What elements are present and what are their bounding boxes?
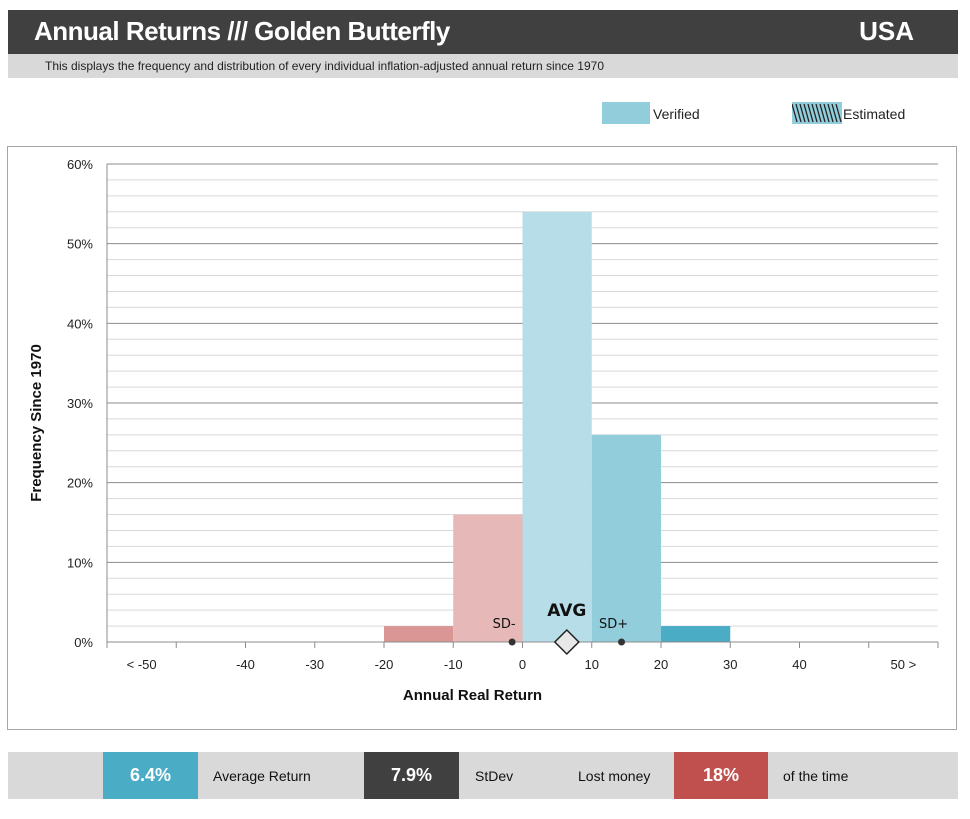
sd-plus-dot <box>618 638 626 646</box>
stats-bar: 6.4% Average Return 7.9% StDev Lost mone… <box>8 752 958 799</box>
x-tick-label: -40 <box>236 657 255 672</box>
chart-legend: Verified Estimated <box>0 100 970 126</box>
histogram-bar <box>591 434 661 642</box>
header-bar: Annual Returns /// Golden Butterfly USA <box>8 10 958 54</box>
legend-verified-label: Verified <box>653 106 700 122</box>
avg-diamond <box>553 628 580 656</box>
legend-estimated-label: Estimated <box>843 106 906 122</box>
sd-minus-dot <box>508 638 516 646</box>
histogram-chart: 0% 10% 20% 30% 40% 50% 60% < -50 -40 -30 -20 -10 0 10… <box>28 157 939 704</box>
page-title: Annual Returns /// Golden Butterfly <box>34 16 450 46</box>
histogram-bar <box>522 211 592 643</box>
x-tick-label: 0 <box>519 657 526 672</box>
histogram-bar <box>661 626 731 642</box>
legend-verified-swatch <box>602 102 650 124</box>
subtitle-bar: This displays the frequency and distribu… <box>8 54 958 78</box>
x-tick-label: < -50 <box>127 657 157 672</box>
lost-money-label: Lost money <box>578 768 651 784</box>
x-tick-label: -30 <box>305 657 324 672</box>
x-tick-label: -10 <box>444 657 463 672</box>
stdev-value: 7.9% <box>364 752 459 799</box>
y-tick-label: 30% <box>67 396 93 411</box>
x-tick-label: 20 <box>654 657 668 672</box>
of-the-time-label: of the time <box>783 768 849 784</box>
x-tick-label: 30 <box>723 657 737 672</box>
sd-minus-label: SD- <box>493 617 516 632</box>
y-axis-title: Frequency Since 1970 <box>28 344 45 502</box>
subtitle-text: This displays the frequency and distribu… <box>45 59 605 73</box>
stdev-label: StDev <box>475 768 514 784</box>
y-tick-label: 60% <box>67 157 93 172</box>
x-tick-label: 40 <box>792 657 806 672</box>
histogram-bar <box>453 514 523 642</box>
y-tick-label: 40% <box>67 316 93 331</box>
y-tick-label: 50% <box>67 237 93 252</box>
y-tick-label: 20% <box>67 476 93 491</box>
avg-label: AVG <box>547 601 586 621</box>
histogram-bar <box>384 626 454 642</box>
y-tick-label: 10% <box>67 555 93 570</box>
y-tick-label: 0% <box>74 635 93 650</box>
x-axis-title: Annual Real Return <box>403 687 542 704</box>
x-tick-label: 10 <box>585 657 599 672</box>
country-label: USA <box>859 16 914 46</box>
sd-plus-label: SD+ <box>599 617 628 632</box>
lost-money-value: 18% <box>674 752 768 799</box>
x-tick-label: 50 > <box>891 657 917 672</box>
x-tick-label: -20 <box>375 657 394 672</box>
average-return-value: 6.4% <box>103 752 198 799</box>
estimated-hatch-icon <box>792 102 842 124</box>
average-return-label: Average Return <box>213 768 311 784</box>
legend-estimated-swatch <box>792 102 842 124</box>
